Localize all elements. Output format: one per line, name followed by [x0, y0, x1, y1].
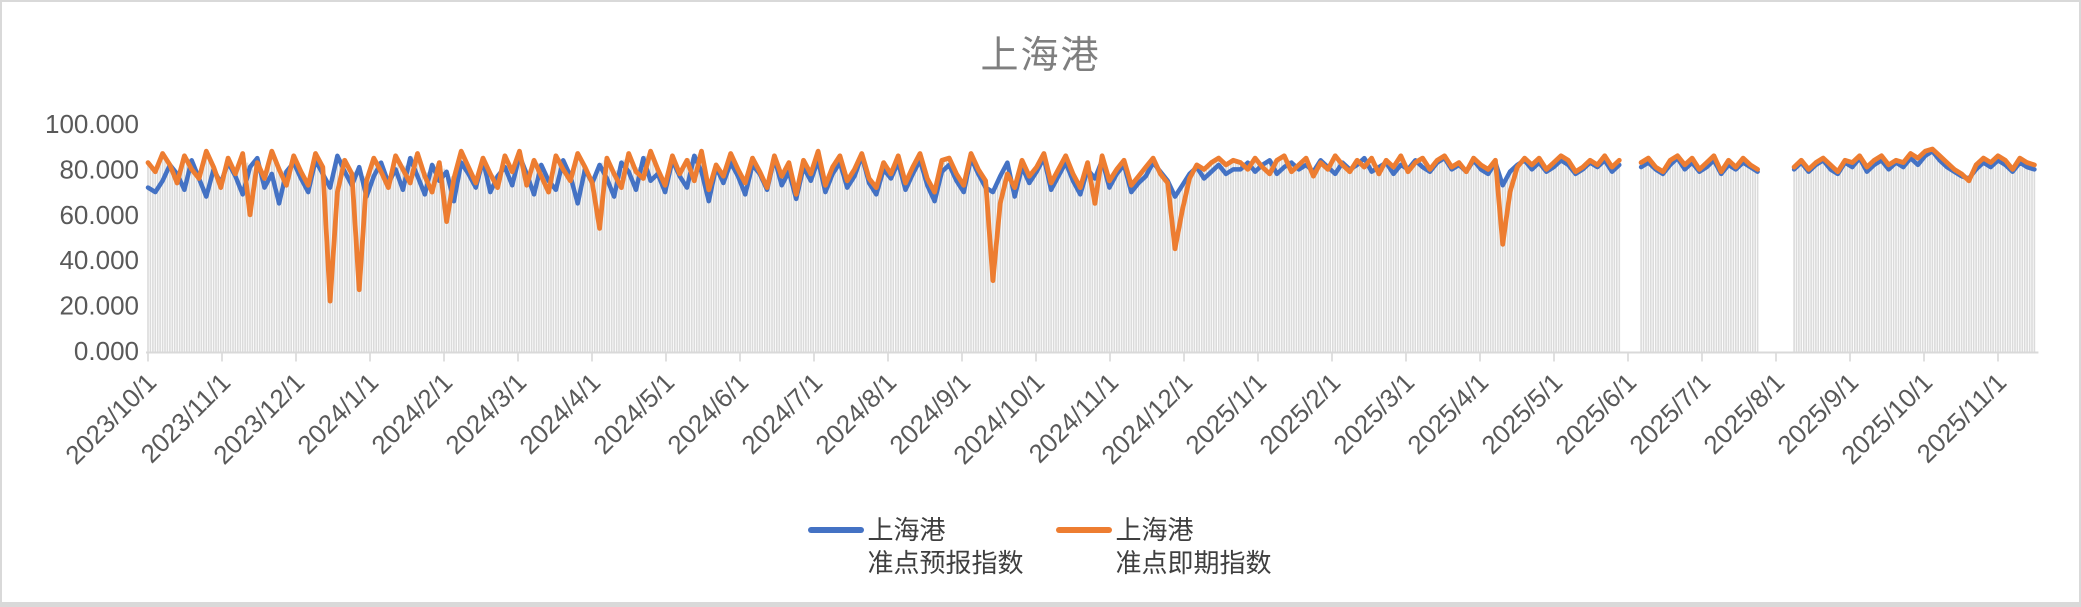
y-tick-label: 0.000 — [74, 336, 139, 366]
y-tick-label: 100.000 — [45, 109, 139, 139]
y-tick-label: 40.000 — [59, 245, 139, 275]
legend-label-forecast: 上海港 准点预报指数 — [867, 515, 1024, 578]
x-tick-label: 2024/1/1 — [291, 367, 384, 460]
legend-label-spot: 上海港 准点即期指数 — [1115, 515, 1272, 578]
legend: 上海港 准点预报指数 上海港 准点即期指数 — [2, 514, 2079, 580]
y-tick-label: 80.000 — [59, 154, 139, 184]
x-tick-label: 2024/2/1 — [365, 367, 458, 460]
daily-background-columns — [147, 149, 2036, 352]
x-tick-label: 2024/8/1 — [809, 367, 902, 460]
spot-line[interactable] — [145, 146, 2037, 304]
legend-item-forecast[interactable]: 上海港 准点预报指数 — [807, 514, 1026, 580]
x-tick-label: 2025/2/1 — [1253, 367, 1346, 460]
x-tick-label: 2024/7/1 — [735, 367, 828, 460]
x-tick-label: 2025/6/1 — [1549, 367, 1642, 460]
spot-line-swatch — [1055, 527, 1112, 533]
x-tick-label: 2025/1/1 — [1179, 367, 1272, 460]
x-tick-label: 2024/3/1 — [439, 367, 532, 460]
y-tick-label: 60.000 — [59, 200, 139, 230]
x-tick-label: 2024/6/1 — [661, 367, 754, 460]
chart-title[interactable]: 上海港 — [980, 35, 1101, 77]
legend-item-spot[interactable]: 上海港 准点即期指数 — [1055, 514, 1274, 580]
x-tick-label: 2025/7/1 — [1623, 367, 1716, 460]
forecast-line-swatch — [807, 527, 864, 533]
x-tick-label: 2024/4/1 — [513, 367, 606, 460]
x-tick-label: 2025/5/1 — [1475, 367, 1568, 460]
x-tick-label: 2025/4/1 — [1401, 367, 1494, 460]
y-tick-label: 20.000 — [59, 291, 139, 321]
x-tick-label: 2024/5/1 — [587, 367, 680, 460]
x-tick-label: 2025/8/1 — [1697, 367, 1790, 460]
x-tick-label: 2025/3/1 — [1327, 367, 1420, 460]
